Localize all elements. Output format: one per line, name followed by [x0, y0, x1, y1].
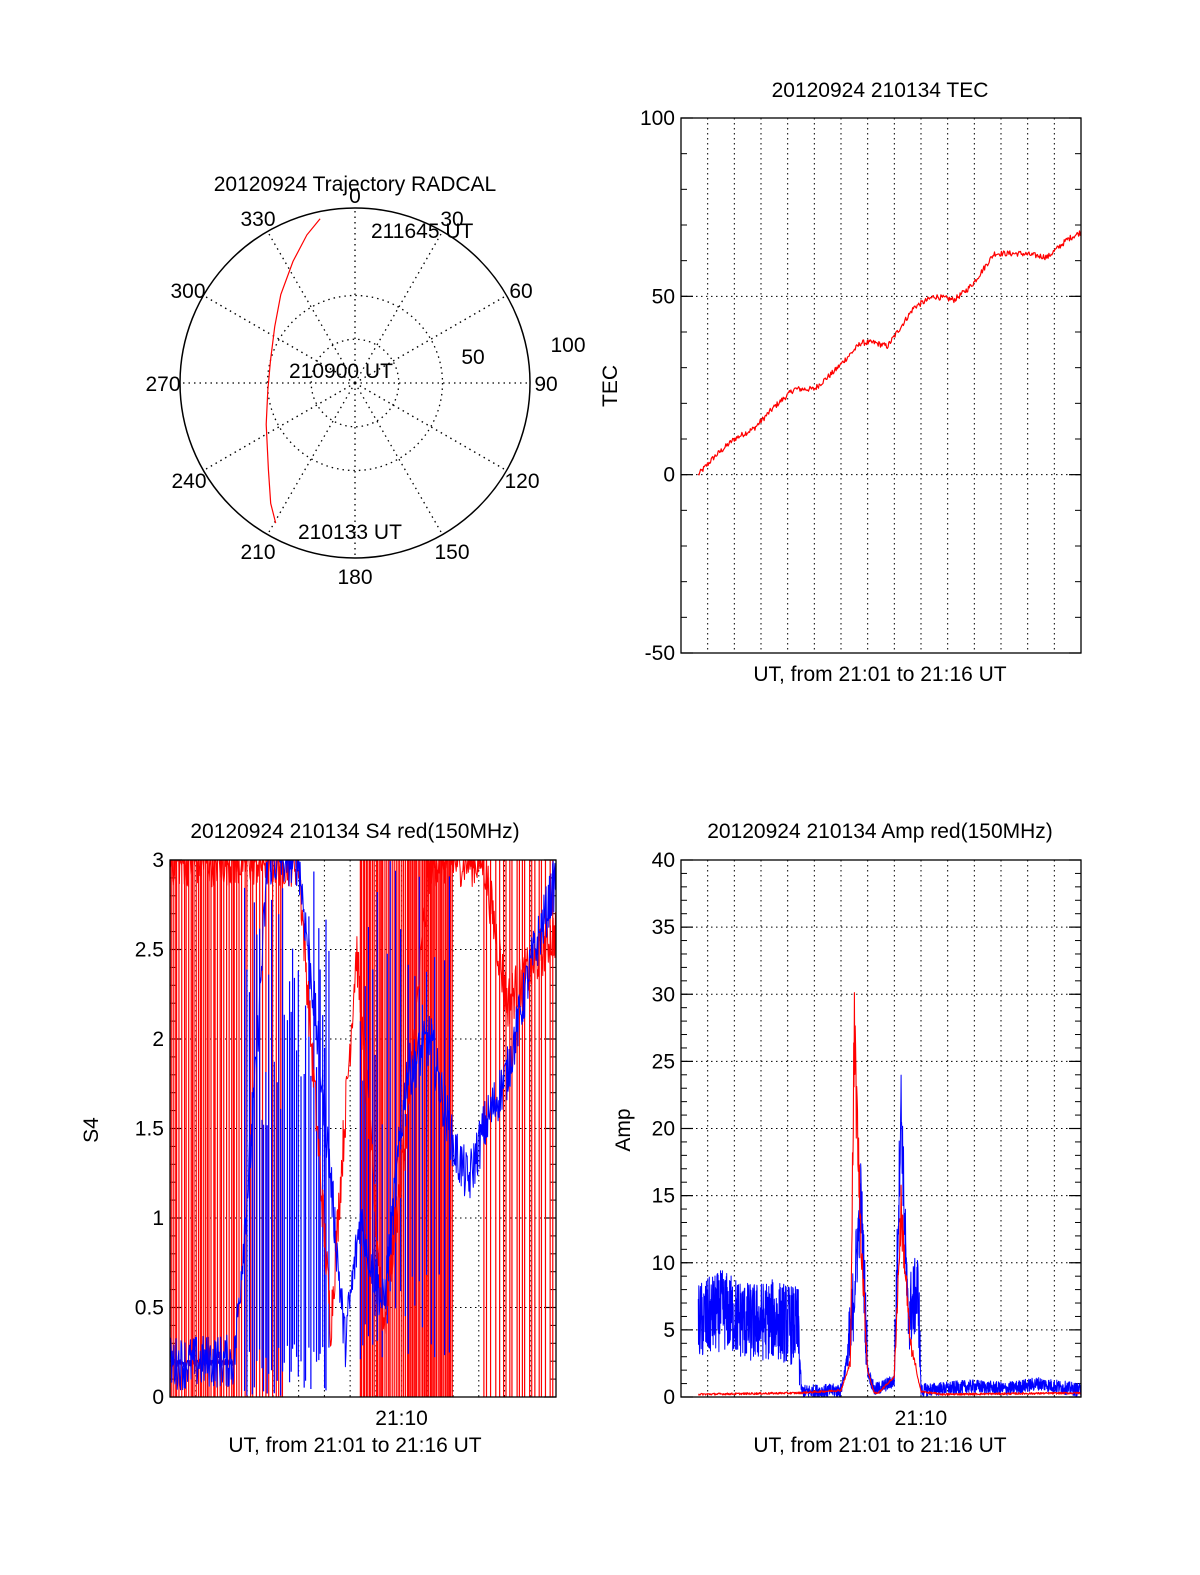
s4-x-axis-label: UT, from 21:01 to 21:16 UT	[228, 1434, 481, 1457]
plot-frame	[169, 859, 557, 1398]
amp-y-axis-label: Amp	[612, 1108, 635, 1151]
polar-trajectory-chart: 20120924 Trajectory RADCAL 0 30 60 90 120 150…	[145, 173, 585, 589]
amp-chart-title: 20120924 210134 Amp red(150MHz)	[707, 820, 1053, 843]
y-tick-label: 30	[652, 983, 675, 1006]
y-tick-label: 1.5	[135, 1118, 164, 1141]
polar-angle-label: 180	[337, 566, 372, 589]
polar-spoke	[266, 382, 356, 535]
y-tick-label: 0	[663, 464, 675, 487]
y-tick-label: -50	[645, 642, 675, 665]
polar-spoke	[354, 382, 444, 535]
plot-frame	[680, 859, 1082, 1398]
polar-ring	[266, 294, 444, 472]
tec-x-axis-label: UT, from 21:01 to 21:16 UT	[753, 663, 1006, 686]
amp-x-axis-label: UT, from 21:01 to 21:16 UT	[753, 1434, 1006, 1457]
tec-series-line	[697, 230, 1082, 476]
plot-frame	[680, 117, 1082, 654]
y-tick-label: 100	[640, 107, 675, 130]
polar-angle-label: 300	[170, 280, 205, 303]
amp-chart: 20120924 210134 Amp red(150MHz) 40 35 30 25…	[612, 820, 1082, 1457]
polar-chart-title: 20120924 Trajectory RADCAL	[214, 173, 497, 196]
polar-angle-label: 120	[504, 470, 539, 493]
s4-y-axis-label: S4	[80, 1117, 103, 1143]
y-tick-label: 25	[652, 1050, 675, 1073]
polar-angle-label: 240	[171, 470, 206, 493]
trajectory-time-label: 210900 UT	[289, 360, 393, 383]
polar-ring	[310, 338, 400, 428]
x-tick-label: 21:10	[375, 1407, 428, 1430]
s4-red-line	[170, 859, 557, 1347]
y-tick-label: 5	[663, 1319, 675, 1342]
polar-angle-label: 330	[240, 208, 275, 231]
y-tick-label: 50	[652, 285, 675, 308]
y-tick-label: 2.5	[135, 939, 164, 962]
trajectory-line	[265, 218, 321, 524]
y-tick-label: 40	[652, 849, 675, 872]
polar-angle-label: 150	[434, 541, 469, 564]
y-tick-label: 10	[652, 1252, 675, 1275]
y-tick-label: 35	[652, 916, 675, 939]
s4-chart-title: 20120924 210134 S4 red(150MHz)	[190, 820, 519, 843]
polar-angle-label: 270	[145, 373, 180, 396]
polar-angle-label: 60	[509, 280, 532, 303]
polar-radial-label: 100	[550, 334, 585, 357]
polar-radial-label: 50	[461, 346, 484, 369]
polar-outer-circle	[179, 207, 531, 559]
y-tick-label: 0	[152, 1386, 164, 1409]
polar-angle-label: 210	[240, 541, 275, 564]
tec-chart-title: 20120924 210134 TEC	[772, 79, 989, 102]
y-tick-label: 1	[152, 1207, 164, 1230]
trajectory-time-label: 211645 UT	[371, 220, 474, 243]
s4-chart: 20120924 210134 S4 red(150MHz) 3 2.5 2 1.5 1…	[80, 820, 557, 1457]
s4-blue-line	[169, 859, 557, 1391]
amp-blue-line	[697, 1074, 1082, 1398]
polar-angle-label: 90	[534, 373, 557, 396]
polar-spoke	[203, 382, 356, 472]
y-tick-label: 0.5	[135, 1297, 164, 1320]
amp-red-line	[698, 992, 1082, 1396]
y-tick-label: 2	[152, 1028, 164, 1051]
tec-chart: 20120924 210134 TEC 100 50 0 -50 UT, from 2…	[599, 79, 1082, 686]
polar-angle-label: 0	[349, 185, 361, 208]
y-tick-label: 0	[663, 1386, 675, 1409]
polar-spoke	[354, 382, 507, 472]
trajectory-time-label: 210133 UT	[298, 521, 402, 544]
x-tick-label: 21:10	[895, 1407, 948, 1430]
y-tick-label: 20	[652, 1118, 675, 1141]
polar-angle-label: 30	[440, 208, 463, 231]
y-tick-label: 3	[152, 849, 164, 872]
tec-y-axis-label: TEC	[599, 365, 622, 407]
y-tick-label: 15	[652, 1185, 675, 1208]
